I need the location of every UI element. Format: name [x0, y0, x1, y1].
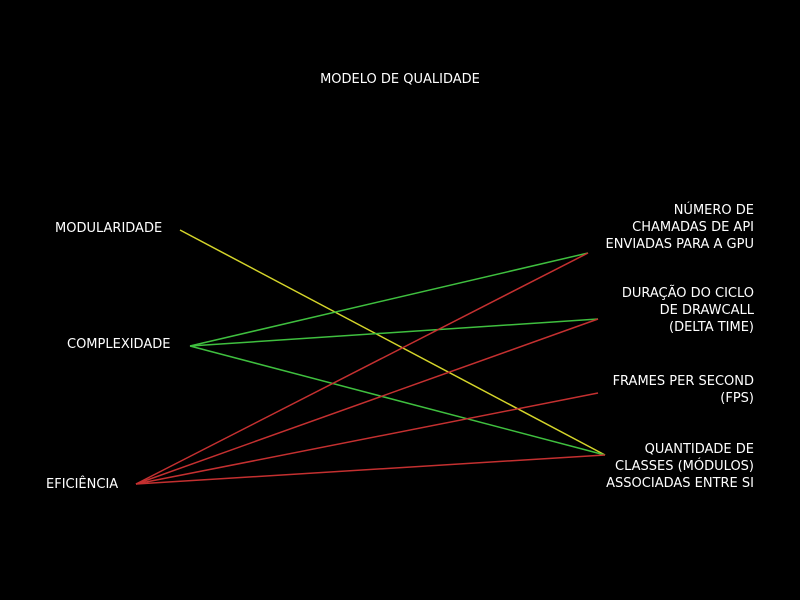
node-classes: QUANTIDADE DE CLASSES (MÓDULOS) ASSOCIAD…	[606, 441, 754, 492]
node-fps-line-2: (FPS)	[720, 391, 754, 406]
node-eficiencia: EFICIÊNCIA	[46, 477, 119, 492]
node-delta-time: DURAÇÃO DO CICLO DE DRAWCALL (DELTA TIME…	[622, 285, 754, 336]
link-eficiencia-classes	[135, 454, 606, 485]
node-complexidade: COMPLEXIDADE	[67, 337, 171, 352]
node-fps-line-1: FRAMES PER SECOND	[612, 374, 754, 389]
node-classes-line-3: ASSOCIADAS ENTRE SI	[606, 476, 754, 491]
link-modularidade-classes	[179, 229, 606, 456]
node-delta-time-line-1: DURAÇÃO DO CICLO	[621, 286, 754, 301]
diagram-title: MODELO DE QUALIDADE	[320, 72, 480, 87]
node-api-calls-line-3: ENVIADAS PARA A GPU	[605, 237, 754, 252]
node-delta-time-line-2: DE DRAWCALL	[659, 303, 754, 318]
link-complexidade-api	[189, 252, 589, 347]
link-eficiencia-delta	[135, 318, 599, 485]
node-api-calls: NÚMERO DE CHAMADAS DE API ENVIADAS PARA …	[605, 202, 754, 253]
link-eficiencia-fps	[135, 392, 599, 485]
node-modularidade: MODULARIDADE	[55, 221, 163, 236]
node-api-calls-line-2: CHAMADAS DE API	[632, 220, 754, 235]
node-delta-time-line-3: (DELTA TIME)	[669, 320, 754, 335]
node-api-calls-line-1: NÚMERO DE	[673, 203, 754, 218]
link-complexidade-delta	[189, 318, 599, 347]
node-fps: FRAMES PER SECOND (FPS)	[613, 373, 754, 407]
node-classes-line-2: CLASSES (MÓDULOS)	[615, 459, 754, 474]
node-classes-line-1: QUANTIDADE DE	[644, 442, 754, 457]
link-complexidade-classes	[189, 345, 606, 456]
link-eficiencia-api	[135, 252, 589, 485]
